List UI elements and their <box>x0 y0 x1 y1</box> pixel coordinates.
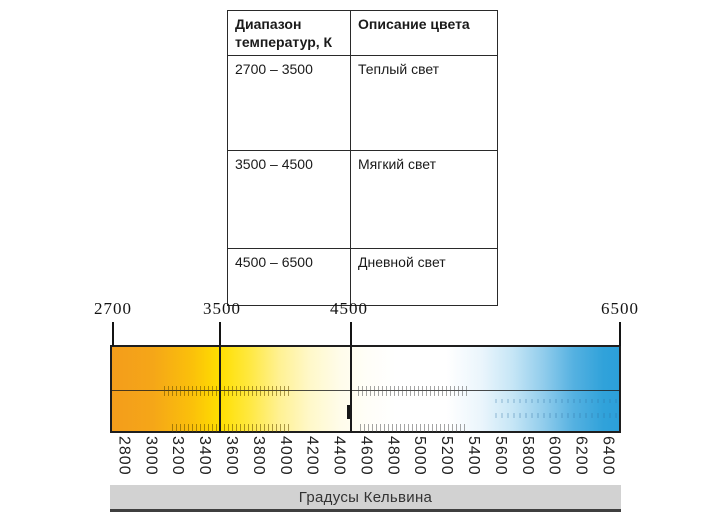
tick-slot: 3600 <box>218 436 245 484</box>
tick-comb-texture <box>360 424 468 432</box>
kelvin-tick-label: 3800 <box>249 436 267 476</box>
kelvin-tick-label: 6200 <box>572 436 590 476</box>
range-cell: 4500 – 6500 <box>227 248 351 306</box>
table-header-row: Диапазон температур, К Описание цвета <box>227 10 498 56</box>
scale-tick <box>112 322 114 346</box>
scale-tick <box>219 322 221 346</box>
tick-slot: 4800 <box>379 436 406 484</box>
kelvin-tick-label: 5200 <box>438 436 456 476</box>
kelvin-tick-label: 3400 <box>196 436 214 476</box>
tick-slot: 4000 <box>271 436 298 484</box>
divider-mark <box>347 405 351 419</box>
kelvin-tick-label: 5400 <box>465 436 483 476</box>
kelvin-tick-label: 5800 <box>518 436 536 476</box>
kelvin-tick-label: 4600 <box>357 436 375 476</box>
tick-comb-texture <box>164 386 292 396</box>
tick-slot: 3000 <box>137 436 164 484</box>
table-row: 4500 – 6500 Дневной свет <box>227 248 498 306</box>
tick-slot: 4200 <box>298 436 325 484</box>
tick-slot: 4600 <box>352 436 379 484</box>
tick-slot: 6400 <box>594 436 621 484</box>
tick-comb-texture <box>172 424 292 432</box>
kelvin-tick-label: 3600 <box>223 436 240 476</box>
scale-tick <box>350 322 352 346</box>
header-range: Диапазон температур, К <box>227 10 351 56</box>
kelvin-axis-title: Градусы Кельвина <box>298 488 433 506</box>
kelvin-tick-label: 4800 <box>384 436 402 476</box>
description-cell: Теплый свет <box>350 55 498 151</box>
kelvin-tick-label: 4000 <box>276 436 294 476</box>
tick-slot: 6000 <box>540 436 567 484</box>
kelvin-tick-label: 5000 <box>411 436 429 476</box>
header-description: Описание цвета <box>350 10 498 56</box>
description-cell: Мягкий свет <box>350 150 498 249</box>
range-cell: 3500 – 4500 <box>227 150 351 249</box>
bar-divider-line <box>219 345 221 433</box>
kelvin-tick-label: 3000 <box>142 436 160 476</box>
tick-slot: 3200 <box>164 436 191 484</box>
dotted-texture <box>495 413 617 418</box>
scale-tick <box>619 322 621 346</box>
tick-slot: 4400 <box>325 436 352 484</box>
scale-top-label: 6500 <box>601 299 639 318</box>
tick-slot: 6200 <box>567 436 594 484</box>
kelvin-tick-label: 4400 <box>330 436 348 476</box>
temperature-table: Диапазон температур, К Описание цвета 27… <box>227 10 498 306</box>
dotted-texture <box>495 399 617 403</box>
kelvin-tick-label: 5600 <box>491 436 509 476</box>
kelvin-axis-title-bar: Градусы Кельвина <box>110 485 621 512</box>
tick-comb-texture <box>358 386 470 396</box>
tick-slot: 5800 <box>513 436 540 484</box>
table-row: 3500 – 4500 Мягкий свет <box>227 150 498 249</box>
kelvin-tick-labels: 2800 3000 3200 3400 3600 3800 4000 4200 4400 4600… <box>110 436 621 484</box>
scale-top-label: 2700 <box>94 299 132 318</box>
tick-slot: 5600 <box>486 436 513 484</box>
tick-slot: 3800 <box>244 436 271 484</box>
kelvin-tick-label: 3200 <box>169 436 187 476</box>
range-cell: 2700 – 3500 <box>227 55 351 151</box>
kelvin-tick-label: 4200 <box>303 436 321 476</box>
tick-slot: 5000 <box>406 436 433 484</box>
table-row: 2700 – 3500 Теплый свет <box>227 55 498 151</box>
tick-slot: 2800 <box>110 436 137 484</box>
tick-slot: 5400 <box>460 436 487 484</box>
scale-top-label: 3500 <box>203 299 241 318</box>
kelvin-tick-label: 6400 <box>599 436 617 476</box>
tick-slot: 5200 <box>433 436 460 484</box>
kelvin-tick-label: 6000 <box>545 436 563 476</box>
bar-divider-line <box>350 345 352 433</box>
tick-slot: 3400 <box>191 436 218 484</box>
scale-top-label: 4500 <box>330 299 368 318</box>
description-cell: Дневной свет <box>350 248 498 306</box>
kelvin-tick-label: 2800 <box>115 436 133 476</box>
